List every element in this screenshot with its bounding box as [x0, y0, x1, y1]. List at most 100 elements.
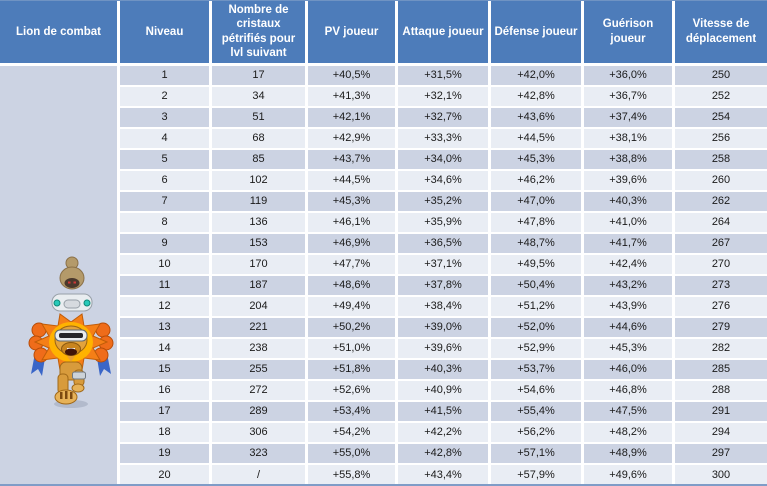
table-cell: 17 [212, 65, 308, 87]
table-cell: +39,0% [398, 317, 491, 339]
table-cell: +52,0% [491, 317, 584, 339]
table-cell: +41,0% [584, 212, 675, 234]
table-cell: 285 [675, 359, 767, 381]
table-row: 18 306 +54,2% +42,2% +56,2% +48,2% 294 [0, 422, 767, 444]
table-cell: +54,2% [308, 422, 398, 444]
table-cell: +49,5% [491, 254, 584, 276]
table-cell: +56,2% [491, 422, 584, 444]
table-row: 20/+55,8% +43,4% +57,9% +49,6% 300 [0, 464, 767, 484]
table-cell: +48,7% [491, 233, 584, 255]
table-cell: 252 [675, 86, 767, 108]
table-cell: 306 [212, 422, 308, 444]
table-cell: +50,2% [308, 317, 398, 339]
header-crystals: Nombre de cristaux pétrifiés pour lvl su… [212, 1, 308, 66]
table-cell: +46,9% [308, 233, 398, 255]
table-cell: +49,4% [308, 296, 398, 318]
header-mount-name: Lion de combat [0, 1, 120, 66]
header-level: Niveau [120, 1, 212, 66]
table-cell: 3 [120, 107, 212, 129]
table-cell: +57,1% [491, 443, 584, 465]
table-cell: 17 [120, 401, 212, 423]
table-row: 12 204 +49,4% +38,4% +51,2% +43,9% 276 [0, 296, 767, 318]
table-cell: 14 [120, 338, 212, 360]
table-cell: +51,2% [491, 296, 584, 318]
table-cell: +51,8% [308, 359, 398, 381]
table-cell: +42,1% [308, 107, 398, 129]
table-cell: 34 [212, 86, 308, 108]
table-cell: 8 [120, 212, 212, 234]
table-row: 13 221 +50,2% +39,0% +52,0% +44,6% 279 [0, 317, 767, 339]
table-cell: +47,0% [491, 191, 584, 213]
table-cell: +50,4% [491, 275, 584, 297]
table-cell: +45,3% [308, 191, 398, 213]
table-cell: +53,7% [491, 359, 584, 381]
table-cell: +34,0% [398, 149, 491, 171]
table-cell: +42,0% [491, 65, 584, 87]
table-cell: 4 [120, 128, 212, 150]
table-cell: 13 [120, 317, 212, 339]
table-row: 9 153 +46,9% +36,5% +48,7% +41,7% 267 [0, 233, 767, 255]
table-cell: 16 [120, 380, 212, 402]
table-cell: +41,7% [584, 233, 675, 255]
table-cell: +41,3% [308, 86, 398, 108]
table-cell: 19 [120, 443, 212, 465]
table-cell: +39,6% [398, 338, 491, 360]
table-cell: +31,5% [398, 65, 491, 87]
table-cell: 297 [675, 443, 767, 465]
table-cell: +42,9% [308, 128, 398, 150]
table-cell: 272 [212, 380, 308, 402]
table-cell: 15 [120, 359, 212, 381]
table-cell: +47,8% [491, 212, 584, 234]
table-cell: +38,1% [584, 128, 675, 150]
table-cell: 221 [212, 317, 308, 339]
table-cell: 1 [120, 65, 212, 87]
table-row: 8 136 +46,1% +35,9% +47,8% +41,0% 264 [0, 212, 767, 234]
table-cell: +48,9% [584, 443, 675, 465]
table-row: 15 255 +51,8% +40,3% +53,7% +46,0% 285 [0, 359, 767, 381]
table-cell: 85 [212, 149, 308, 171]
table-cell: 51 [212, 107, 308, 129]
table-cell: 255 [212, 359, 308, 381]
table-cell: 267 [675, 233, 767, 255]
table-cell: +33,3% [398, 128, 491, 150]
table-cell: +45,3% [491, 149, 584, 171]
table-cell: +51,0% [308, 338, 398, 360]
table-cell: 276 [675, 296, 767, 318]
table-row: 6 102 +44,5% +34,6% +46,2% +39,6% 260 [0, 170, 767, 192]
table-cell: +43,6% [491, 107, 584, 129]
table-cell: 289 [212, 401, 308, 423]
table-row: 1 17 +40,5% +31,5% +42,0% +36,0% 250 [0, 65, 767, 484]
table-cell: 119 [212, 191, 308, 213]
table-cell: +43,4% [398, 464, 491, 484]
table-cell: +40,3% [584, 191, 675, 213]
table-cell: 291 [675, 401, 767, 423]
table-cell: +47,7% [308, 254, 398, 276]
table-cell: +36,5% [398, 233, 491, 255]
table-cell: 153 [212, 233, 308, 255]
table-cell: +38,4% [398, 296, 491, 318]
header-defense: Défense joueur [491, 1, 584, 66]
table-row: 10 170 +47,7% +37,1% +49,5% +42,4% 270 [0, 254, 767, 276]
table-cell: +46,8% [584, 380, 675, 402]
table-cell: 300 [675, 464, 767, 484]
table-cell: +46,2% [491, 170, 584, 192]
table-cell: 11 [120, 275, 212, 297]
table-cell: +37,8% [398, 275, 491, 297]
table-row: 7 119 +45,3% +35,2% +47,0% +40,3% 262 [0, 191, 767, 213]
table-cell: 254 [675, 107, 767, 129]
table-cell: 258 [675, 149, 767, 171]
table-cell: +43,7% [308, 149, 398, 171]
table-row: 2 34 +41,3% +32,1% +42,8% +36,7% 252 [0, 86, 767, 108]
table-cell: +32,1% [398, 86, 491, 108]
table-cell: +42,8% [398, 443, 491, 465]
header-healing: Guérison joueur [584, 1, 675, 66]
table-cell: +45,3% [584, 338, 675, 360]
table-cell: +46,1% [308, 212, 398, 234]
table-cell: +35,9% [398, 212, 491, 234]
table-cell: 264 [675, 212, 767, 234]
table-cell: 270 [675, 254, 767, 276]
table-cell: +42,4% [584, 254, 675, 276]
table-cell: +49,6% [584, 464, 675, 484]
